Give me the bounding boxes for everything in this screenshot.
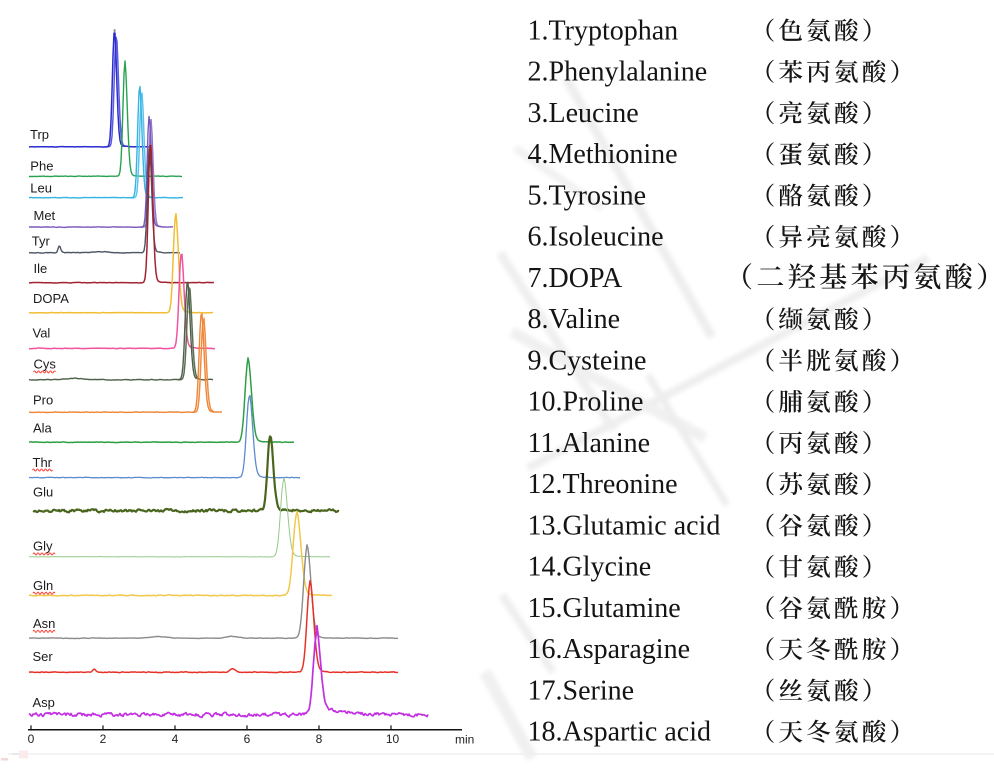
- svg-text:4: 4: [172, 732, 179, 746]
- svg-text:6.Isoleucine: 6.Isoleucine: [528, 222, 664, 253]
- svg-text:Gln: Gln: [33, 578, 53, 593]
- svg-text:16.Asparagine: 16.Asparagine: [528, 634, 691, 665]
- svg-text:15.Glutamine: 15.Glutamine: [528, 593, 681, 624]
- svg-text:Gly: Gly: [33, 539, 53, 554]
- svg-text:12.Threonine: 12.Threonine: [528, 469, 678, 500]
- svg-text:2: 2: [100, 732, 107, 746]
- svg-text:Ser: Ser: [33, 649, 54, 664]
- svg-text:Ala: Ala: [33, 420, 53, 435]
- svg-text:5.Tyrosine: 5.Tyrosine: [528, 180, 647, 211]
- svg-text:Tyr: Tyr: [32, 233, 51, 248]
- svg-text:Met: Met: [34, 208, 56, 223]
- svg-text:10: 10: [386, 732, 400, 746]
- svg-text:17.Serine: 17.Serine: [528, 675, 635, 706]
- svg-text:DOPA: DOPA: [33, 291, 69, 306]
- svg-text:0: 0: [28, 732, 35, 746]
- svg-text:11.Alanine: 11.Alanine: [528, 428, 651, 459]
- svg-text:Thr: Thr: [33, 455, 53, 470]
- svg-text:Asn: Asn: [33, 616, 55, 631]
- svg-text:6: 6: [244, 732, 251, 746]
- svg-text:Phe: Phe: [30, 159, 53, 174]
- svg-text:1.Tryptophan: 1.Tryptophan: [528, 15, 679, 46]
- svg-text:7.DOPA: 7.DOPA: [528, 263, 623, 294]
- svg-text:Asp: Asp: [33, 695, 55, 710]
- svg-text:8.Valine: 8.Valine: [528, 304, 621, 335]
- svg-text:18.Aspartic acid: 18.Aspartic acid: [528, 717, 712, 748]
- svg-text:13.Glutamic acid: 13.Glutamic acid: [528, 510, 721, 541]
- svg-text:9.Cysteine: 9.Cysteine: [528, 345, 647, 376]
- svg-text:Cys: Cys: [34, 357, 57, 372]
- svg-text:3.Leucine: 3.Leucine: [528, 98, 639, 129]
- svg-text:4.Methionine: 4.Methionine: [528, 139, 678, 170]
- svg-text:Val: Val: [33, 325, 51, 340]
- svg-text:14.Glycine: 14.Glycine: [528, 552, 652, 583]
- svg-text:Trp: Trp: [30, 127, 49, 142]
- svg-text:Ile: Ile: [34, 261, 48, 276]
- svg-text:8: 8: [316, 732, 323, 746]
- svg-text:Leu: Leu: [30, 181, 52, 196]
- svg-text:Glu: Glu: [33, 485, 53, 500]
- svg-text:Pro: Pro: [33, 392, 53, 407]
- svg-text:min: min: [455, 733, 474, 747]
- svg-text:10.Proline: 10.Proline: [528, 387, 644, 418]
- svg-text:2.Phenylalanine: 2.Phenylalanine: [528, 57, 708, 88]
